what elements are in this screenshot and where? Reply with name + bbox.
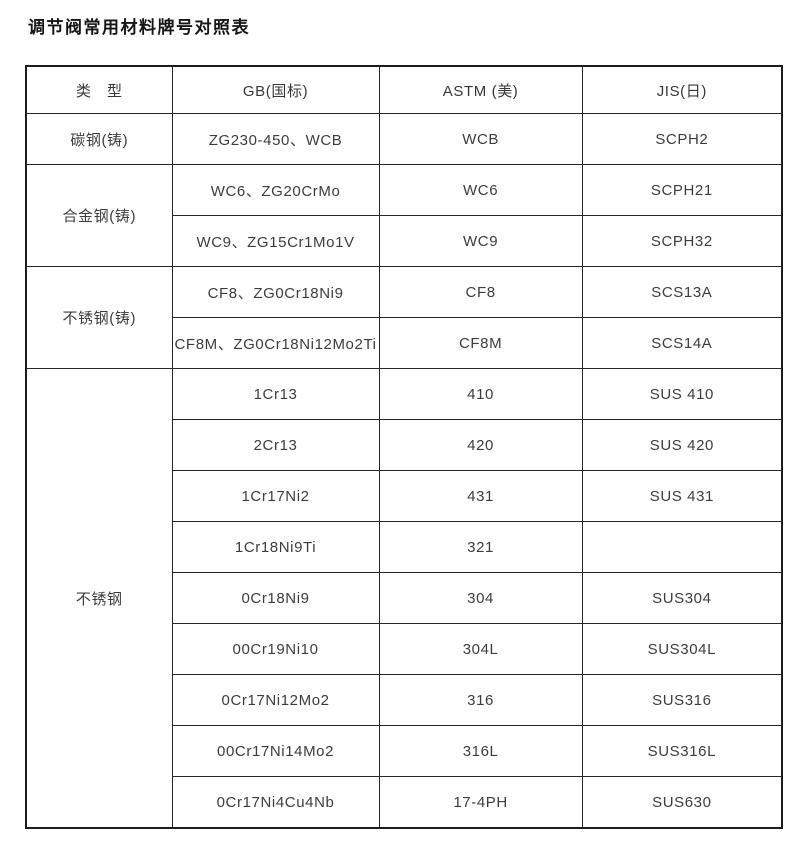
table-cell-jis: SCS14A bbox=[581, 317, 783, 370]
table-cell-gb: WC9、ZG15Cr1Mo1V bbox=[171, 215, 380, 268]
table-cell-astm: CF8M bbox=[378, 317, 583, 370]
header-gb: GB(国标) bbox=[171, 65, 380, 115]
table-cell-astm: 431 bbox=[378, 470, 583, 523]
table-row: CF8M、ZG0Cr18Ni12Mo2Ti CF8M SCS14A bbox=[26, 317, 783, 370]
material-comparison-table: 类 型 GB(国标) ASTM (美) JIS(日) 碳钢(铸) ZG230-4… bbox=[25, 65, 784, 830]
table-row: 1Cr18Ni9Ti 321 bbox=[26, 521, 783, 574]
table-row: WC9、ZG15Cr1Mo1V WC9 SCPH32 bbox=[26, 215, 783, 268]
header-type: 类 型 bbox=[25, 65, 173, 115]
table-cell-jis: SUS304L bbox=[581, 623, 783, 676]
table-cell-gb: CF8、ZG0Cr18Ni9 bbox=[171, 266, 380, 319]
table-cell-gb: ZG230-450、WCB bbox=[171, 113, 380, 166]
table-cell-jis bbox=[581, 521, 783, 574]
table-row: 合金钢(铸) WC6、ZG20CrMo WC6 SCPH21 bbox=[25, 164, 783, 268]
table-cell-gb: 2Cr13 bbox=[171, 419, 380, 472]
table-cell-gb: 1Cr13 bbox=[171, 368, 380, 421]
table-cell-gb: 1Cr17Ni2 bbox=[171, 470, 380, 523]
table-cell-gb: CF8M、ZG0Cr18Ni12Mo2Ti bbox=[171, 317, 380, 370]
table-row: 不锈钢(铸) CF8、ZG0Cr18Ni9 CF8 SCS13A bbox=[25, 266, 783, 370]
table-cell-type: 碳钢(铸) bbox=[25, 113, 173, 166]
table-cell-gb: 00Cr17Ni14Mo2 bbox=[171, 725, 380, 778]
table-cell-gb: 0Cr17Ni4Cu4Nb bbox=[171, 776, 380, 829]
table-cell-astm: 316L bbox=[378, 725, 583, 778]
header-row: 类 型 GB(国标) ASTM (美) JIS(日) bbox=[25, 65, 783, 115]
table-cell-astm: 304 bbox=[378, 572, 583, 625]
table-cell-jis: SCPH32 bbox=[581, 215, 783, 268]
table-cell-jis: SUS630 bbox=[581, 776, 783, 829]
table-cell-jis: SUS316 bbox=[581, 674, 783, 727]
table-row: 碳钢(铸) ZG230-450、WCB WCB SCPH2 bbox=[25, 113, 783, 166]
table-row: 不锈钢 1Cr13 410 SUS 410 bbox=[25, 368, 783, 829]
table-cell-type: 不锈钢(铸) bbox=[25, 266, 173, 370]
header-astm: ASTM (美) bbox=[378, 65, 583, 115]
table-cell-jis: SCS13A bbox=[581, 266, 783, 319]
table-cell-gb: WC6、ZG20CrMo bbox=[171, 164, 380, 217]
table-row: 2Cr13 420 SUS 420 bbox=[26, 419, 783, 472]
table-cell-astm: CF8 bbox=[378, 266, 583, 319]
table-cell-type: 合金钢(铸) bbox=[25, 164, 173, 268]
table-cell-jis: SUS 410 bbox=[581, 368, 783, 421]
table-cell-gb: 0Cr18Ni9 bbox=[171, 572, 380, 625]
table-cell-gb: 1Cr18Ni9Ti bbox=[171, 521, 380, 574]
table-cell-jis: SUS316L bbox=[581, 725, 783, 778]
table-cell-astm: 321 bbox=[378, 521, 583, 574]
table-cell-jis: SUS 431 bbox=[581, 470, 783, 523]
table-cell-astm: 17-4PH bbox=[378, 776, 583, 829]
table-cell-astm: WC9 bbox=[378, 215, 583, 268]
header-jis: JIS(日) bbox=[581, 65, 783, 115]
table-cell-gb: 0Cr17Ni12Mo2 bbox=[171, 674, 380, 727]
table-row: 0Cr17Ni4Cu4Nb 17-4PH SUS630 bbox=[26, 776, 783, 829]
table-cell-jis: SCPH2 bbox=[581, 113, 783, 166]
table-cell-gb: 00Cr19Ni10 bbox=[171, 623, 380, 676]
table-row: 00Cr17Ni14Mo2 316L SUS316L bbox=[26, 725, 783, 778]
table-cell-type: 不锈钢 bbox=[25, 368, 173, 829]
table-cell-astm: 420 bbox=[378, 419, 583, 472]
page-title: 调节阀常用材料牌号对照表 bbox=[28, 18, 250, 37]
table-cell-astm: WCB bbox=[378, 113, 583, 166]
table-cell-astm: 304L bbox=[378, 623, 583, 676]
table-cell-jis: SUS 420 bbox=[581, 419, 783, 472]
table-cell-jis: SCPH21 bbox=[581, 164, 783, 217]
table-row: 1Cr17Ni2 431 SUS 431 bbox=[26, 470, 783, 523]
table-row: 0Cr18Ni9 304 SUS304 bbox=[26, 572, 783, 625]
table-cell-astm: 410 bbox=[378, 368, 583, 421]
table-cell-astm: WC6 bbox=[378, 164, 583, 217]
table-row: 0Cr17Ni12Mo2 316 SUS316 bbox=[26, 674, 783, 727]
table-cell-jis: SUS304 bbox=[581, 572, 783, 625]
table-cell-astm: 316 bbox=[378, 674, 583, 727]
